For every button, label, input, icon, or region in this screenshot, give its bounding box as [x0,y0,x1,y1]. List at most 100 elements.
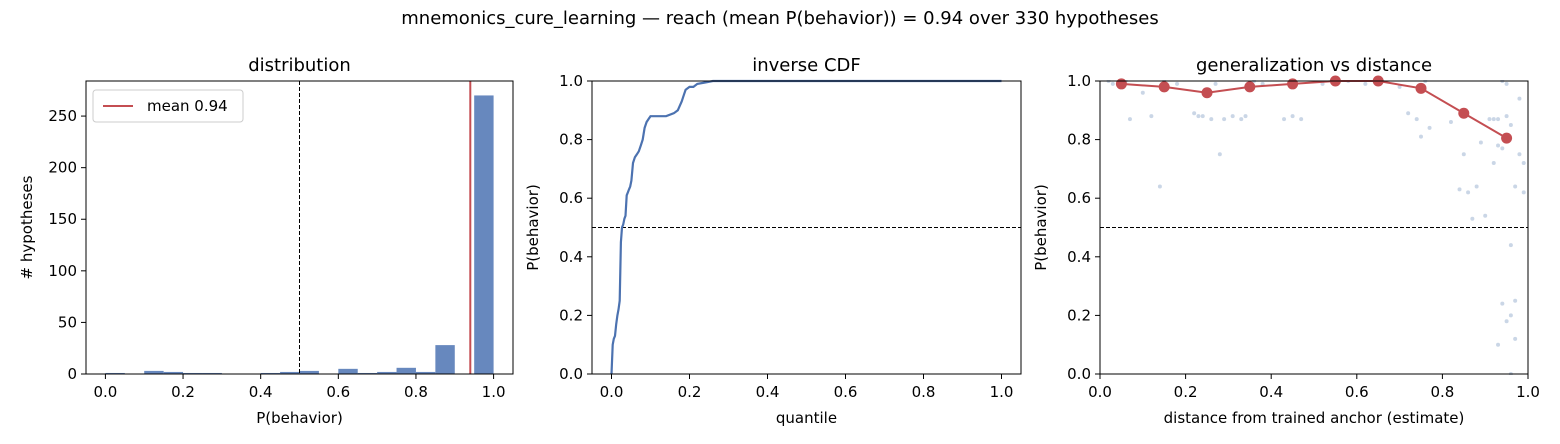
binned-mean-marker [1287,78,1299,90]
y-tick-label: 0.0 [559,365,583,383]
x-tick-label: 0.2 [1174,383,1198,401]
scatter-point [1508,313,1513,318]
x-tick-label: 0.4 [756,383,780,401]
x-tick-label: 1.0 [482,383,506,401]
x-tick-label: 1.0 [1516,383,1540,401]
y-tick-label: 1.0 [1067,72,1091,90]
scatter-point [1521,190,1526,195]
scatter-point [1157,184,1162,189]
binned-mean-line [1121,80,1508,139]
panel-title: inverse CDF [752,55,861,76]
x-tick-label: 0.0 [600,383,624,401]
y-tick-label: 0.8 [1067,131,1091,149]
scatter-point [1363,81,1368,86]
x-tick-label: 0.8 [912,383,936,401]
y-tick-label: 250 [48,107,77,125]
scatter-point [1513,184,1518,189]
x-tick-label: 0.8 [1430,383,1454,401]
scatter-point [1457,187,1462,192]
y-tick-label: 0.8 [559,131,583,149]
x-tick-label: 0.0 [1088,383,1112,401]
scatter-point [1504,319,1509,324]
scatter-point [1491,117,1496,122]
scatter-point [1419,134,1423,139]
scatter-point [1414,117,1419,122]
x-tick-label: 0.6 [1345,383,1369,401]
y-tick-label: 150 [48,210,77,228]
scatter-point [1500,146,1505,151]
scatter-point [1513,336,1518,341]
scatter-point [1397,84,1402,89]
y-tick-label: 50 [58,313,77,331]
binned-mean-marker [1201,87,1213,99]
binned-mean-marker [1115,78,1127,90]
scatter-point [1192,111,1197,116]
x-tick-label: 0.6 [834,383,858,401]
scatter-point [1299,117,1304,122]
histogram-bar [202,372,222,374]
x-tick-label: 0.2 [171,383,195,401]
inverse-cdf-line [610,79,1002,375]
histogram-bar [377,371,397,374]
x-tick-label: 0.6 [326,383,350,401]
scatter-point [1222,117,1227,122]
y-tick-label: 0.4 [1067,248,1091,266]
scatter-point [1483,213,1488,218]
x-axis-label: P(behavior) [256,409,343,427]
x-axis-label: quantile [776,409,837,427]
plot-area [1106,80,1526,375]
x-tick-label: 0.4 [1259,383,1283,401]
scatter-point [1504,81,1509,86]
binned-mean-marker [1158,81,1170,93]
scatter-point [1217,152,1222,157]
panel-title: generalization vs distance [1196,55,1432,76]
scatter-point [1517,152,1522,157]
scatter-point [1230,114,1235,119]
y-tick-label: 0.0 [1067,365,1091,383]
scatter-point [1500,301,1505,306]
histogram-bar [299,370,319,374]
y-axis-label: # hypotheses [18,175,36,279]
panel-title: distribution [248,55,351,76]
scatter-point [1406,111,1411,116]
panel-distribution: distribution 0.0 0.2 0.4 0.6 0.8 1.0 0 50 100 150 2… [18,55,514,427]
histogram-bar [357,372,378,374]
scatter-point [1196,114,1201,119]
y-axis-label: P(behavior) [524,184,542,271]
scatter-point [1243,114,1248,119]
scatter-point [1474,184,1479,189]
scatter-point [1517,96,1522,101]
scatter-point [1513,298,1518,303]
x-tick-label: 0.8 [404,383,428,401]
histogram-bar [163,371,184,374]
x-axis-label: distance from trained anchor (estimate) [1164,409,1465,427]
histogram-bar [183,372,203,374]
histogram-bar [474,95,494,374]
scatter-point [1496,117,1501,122]
scatter-point [1521,161,1526,166]
scatter-point [1466,190,1471,195]
x-tick-label: 1.0 [990,383,1014,401]
scatter-point [1110,81,1115,86]
histogram-bar [338,368,358,374]
scatter-point [1213,81,1218,86]
scatter-point [1508,243,1513,248]
axes-frame [591,80,1022,375]
y-tick-label: 0 [67,365,77,383]
binned-mean-marker [1458,107,1470,119]
y-tick-label: 0.6 [1067,189,1091,207]
x-tick-label: 0.2 [678,383,702,401]
scatter-point [1496,143,1501,148]
scatter-point [1282,117,1287,122]
scatter-point [1140,90,1145,95]
x-tick-label: 0.4 [249,383,273,401]
figure-title: mnemonics_cure_learning — reach (mean P(… [401,8,1159,29]
histogram-bar [144,370,164,374]
scatter-point [1209,117,1214,122]
panel-inverse-cdf: inverse CDF 0.0 0.2 0.4 0.6 0.8 1.0 0.0 0.2 0.4 0.… [524,55,1022,427]
x-tick-label: 0.0 [93,383,117,401]
scatter-point [1487,117,1492,122]
histogram-bar [105,372,125,374]
scatter-point [1496,342,1501,347]
